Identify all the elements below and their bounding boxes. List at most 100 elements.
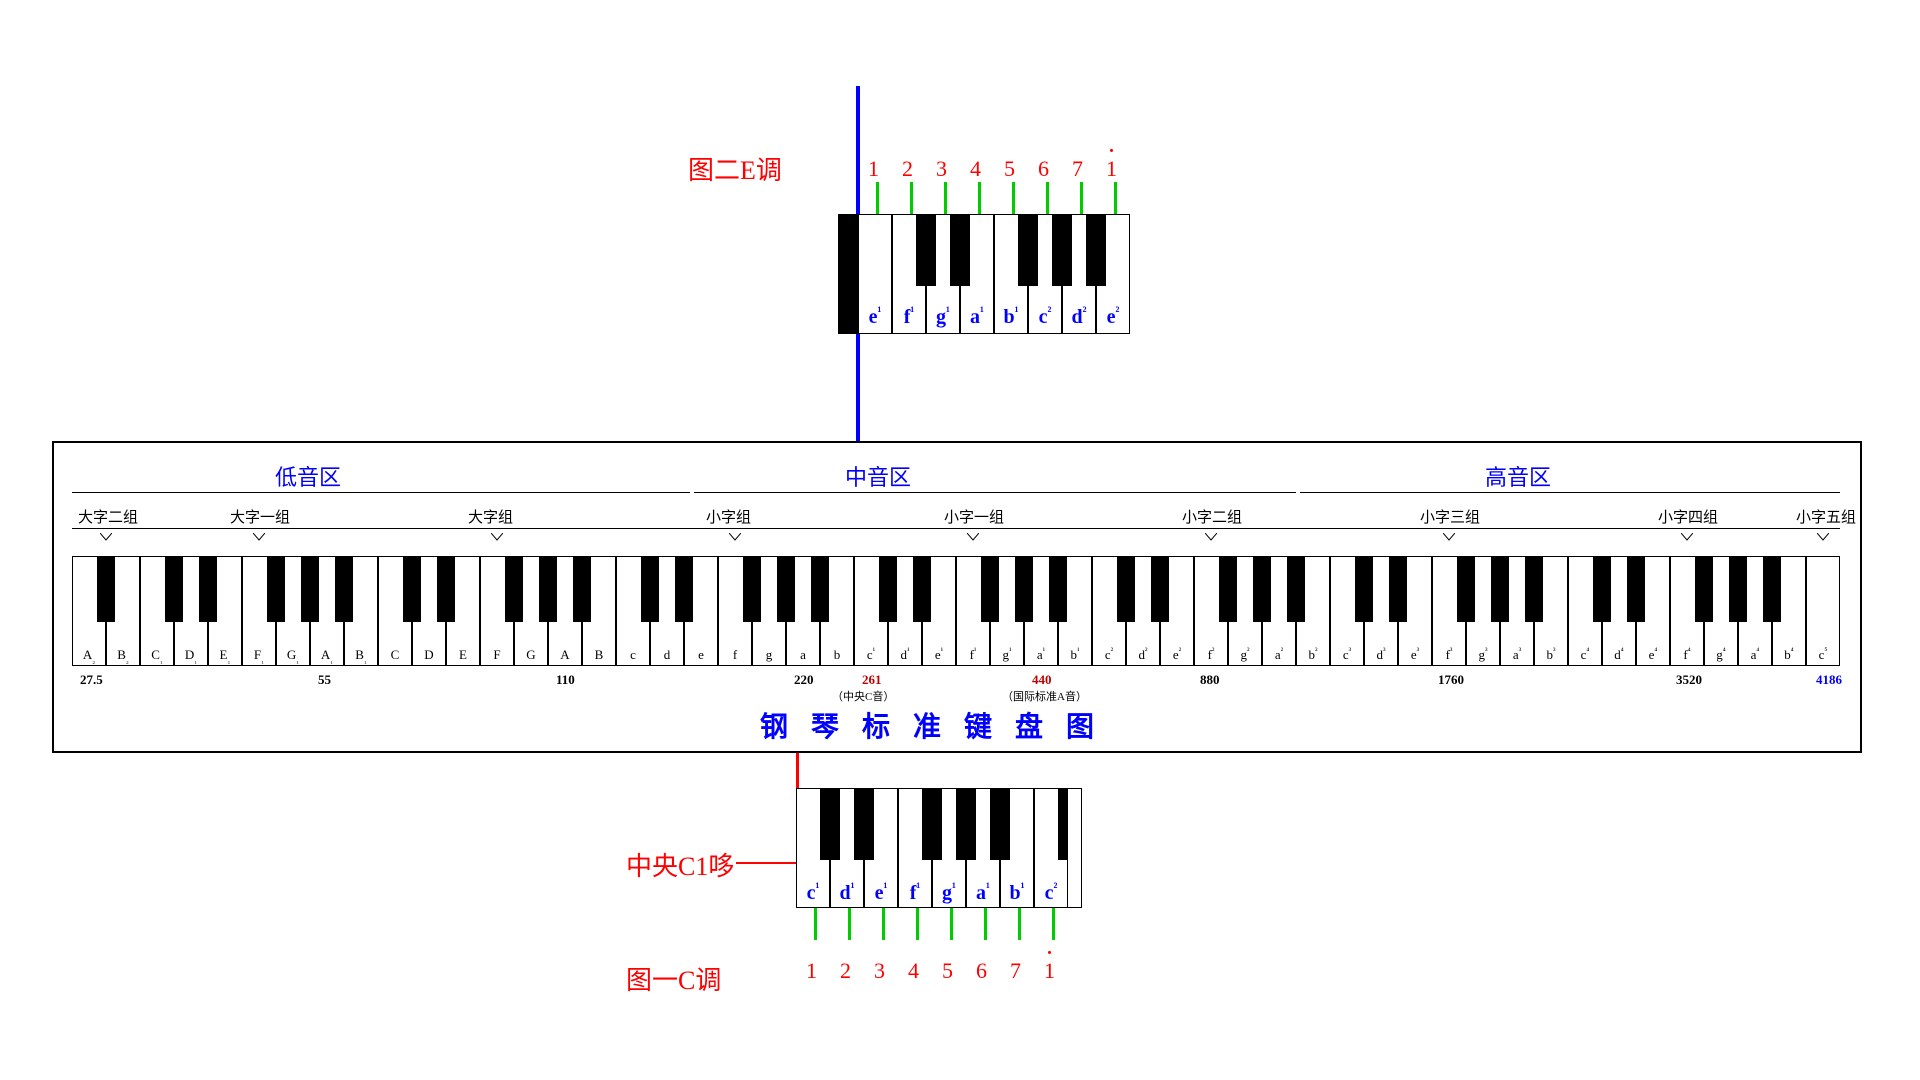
black-key	[641, 556, 659, 622]
black-key	[1015, 556, 1033, 622]
note-label: e¹	[935, 647, 943, 665]
frequency-label: 220	[794, 672, 814, 688]
black-key	[1355, 556, 1373, 622]
note-label: d	[664, 647, 671, 665]
note-label: E₁	[220, 647, 231, 665]
black-key	[743, 556, 761, 622]
note-label: f²	[1208, 647, 1215, 665]
region-brace	[1300, 492, 1840, 493]
frequency-label: 261	[862, 672, 882, 688]
note-label: a¹	[976, 882, 990, 907]
note-label: g³	[1478, 647, 1487, 665]
scale-degree: 5	[942, 958, 953, 984]
scale-tick	[984, 908, 987, 940]
note-label: f³	[1446, 647, 1453, 665]
black-key	[97, 556, 115, 622]
black-key	[335, 556, 353, 622]
black-key	[165, 556, 183, 622]
frequency-label: 4186	[1816, 672, 1842, 688]
octave-group-label: 小字一组	[944, 506, 1004, 527]
frequency-label: 110	[556, 672, 575, 688]
black-key	[916, 214, 936, 286]
scale-degree: 6	[976, 958, 987, 984]
note-label: b⁴	[1784, 647, 1793, 665]
black-key	[505, 556, 523, 622]
note-label: a	[800, 647, 806, 665]
octave-group-label: 小字五组	[1796, 506, 1856, 527]
scale-degree: 1	[1044, 958, 1055, 984]
note-label: d³	[1376, 647, 1385, 665]
scale-tick	[910, 182, 913, 214]
note-label: c⁵	[1819, 647, 1828, 665]
black-key	[1457, 556, 1475, 622]
black-key	[777, 556, 795, 622]
note-label: c¹	[807, 882, 820, 907]
note-label: c²	[1045, 882, 1058, 907]
note-label: g²	[1240, 647, 1249, 665]
note-label: b²	[1308, 647, 1317, 665]
note-label: g¹	[936, 306, 950, 333]
scale-tick	[1114, 182, 1117, 214]
black-key	[981, 556, 999, 622]
note-label: c²	[1105, 647, 1113, 665]
note-label: f¹	[910, 882, 921, 907]
black-key	[437, 556, 455, 622]
frequency-label: 3520	[1676, 672, 1702, 688]
black-key	[403, 556, 421, 622]
note-label: F	[493, 647, 500, 665]
scale-degree: 7	[1010, 958, 1021, 984]
black-key	[1593, 556, 1611, 622]
note-label: g¹	[942, 882, 956, 907]
note-label: g¹	[1002, 647, 1011, 665]
black-key	[922, 788, 942, 860]
note-label: D	[424, 647, 433, 665]
scale-tick	[978, 182, 981, 214]
note-label: f¹	[970, 647, 977, 665]
black-key	[301, 556, 319, 622]
octave-group-label: 大字二组	[78, 506, 138, 527]
black-key	[820, 788, 840, 860]
note-label: e¹	[875, 882, 888, 907]
scale-tick	[1052, 908, 1055, 940]
note-label: a³	[1513, 647, 1521, 665]
black-key	[1729, 556, 1747, 622]
scale-tick	[876, 182, 879, 214]
note-label: A	[560, 647, 569, 665]
scale-degree: 5	[1004, 156, 1015, 182]
note-label: G	[526, 647, 535, 665]
note-label: e¹	[869, 306, 882, 333]
note-label: B₂	[117, 647, 129, 665]
frequency-sublabel: （中央C音）	[832, 688, 894, 704]
black-key	[1086, 214, 1106, 286]
black-key	[573, 556, 591, 622]
scale-degree: 4	[908, 958, 919, 984]
note-label: e	[698, 647, 704, 665]
note-label: b³	[1546, 647, 1555, 665]
note-label: b	[834, 647, 841, 665]
black-key	[1117, 556, 1135, 622]
note-label: B₁	[355, 647, 367, 665]
middle-c-pointer	[736, 862, 796, 864]
note-label: e²	[1173, 647, 1181, 665]
scale-tick	[848, 908, 851, 940]
scale-degree: 1	[806, 958, 817, 984]
note-label: G₁	[287, 647, 299, 665]
black-key	[811, 556, 829, 622]
frequency-label: 27.5	[80, 672, 103, 688]
note-label: C	[391, 647, 400, 665]
frequency-label: 1760	[1438, 672, 1464, 688]
scale-tick	[1012, 182, 1015, 214]
scale-tick	[1046, 182, 1049, 214]
scale-degree: 6	[1038, 156, 1049, 182]
region-brace	[72, 492, 690, 493]
scale-degree: 7	[1072, 156, 1083, 182]
note-label: c³	[1343, 647, 1351, 665]
scale-degree: 1	[1106, 156, 1117, 182]
black-key	[1695, 556, 1713, 622]
frequency-label: 55	[318, 672, 331, 688]
scale-tick	[814, 908, 817, 940]
note-label: F₁	[254, 647, 264, 665]
black-key	[1389, 556, 1407, 622]
black-key	[539, 556, 557, 622]
note-label: A₂	[83, 647, 95, 665]
